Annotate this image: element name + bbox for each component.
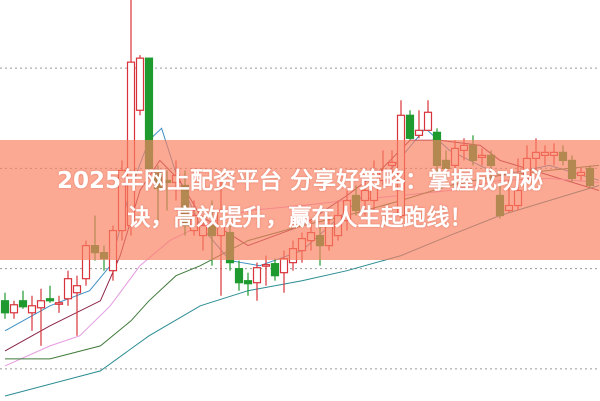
candle-body [54,302,64,305]
candle [0,292,10,319]
candle [252,262,262,301]
candle-body [234,268,244,284]
candle-body [261,264,271,267]
candle [18,290,28,309]
candle-body [45,298,55,302]
candle-body [36,300,46,309]
candle [234,260,244,291]
candle [72,275,82,336]
candle-body [72,285,82,294]
candle-body [252,267,262,284]
candle [405,110,415,141]
candle-body [243,280,253,285]
candle-body [0,300,10,314]
candle [54,295,64,313]
candle-body [27,305,37,314]
candle [270,258,280,281]
candle-body [9,304,19,314]
candle [36,288,46,346]
banner-line-2: 诀，高效提升，赢在人生起跑线！ [127,205,473,231]
candle-body [423,111,433,131]
candle-body [405,114,415,139]
candle [63,270,73,306]
candle [27,295,37,331]
banner-line-1: 2025年网上配资平台 分享好策略：掌握成功秘 [56,168,544,194]
candle [45,285,55,303]
candle-body [279,258,289,274]
candle [423,100,433,131]
candle-body [414,129,424,136]
candle [261,255,271,286]
candle [135,55,145,116]
candle-body [18,300,28,308]
candle-body [135,57,145,111]
candle-body [63,278,73,300]
candle [9,300,19,319]
candle [243,272,253,296]
candle [414,110,424,139]
candle-body [270,263,280,277]
promo-banner: 2025年网上配资平台 分享好策略：掌握成功秘 诀，高效提升，赢在人生起跑线！ [0,140,600,260]
